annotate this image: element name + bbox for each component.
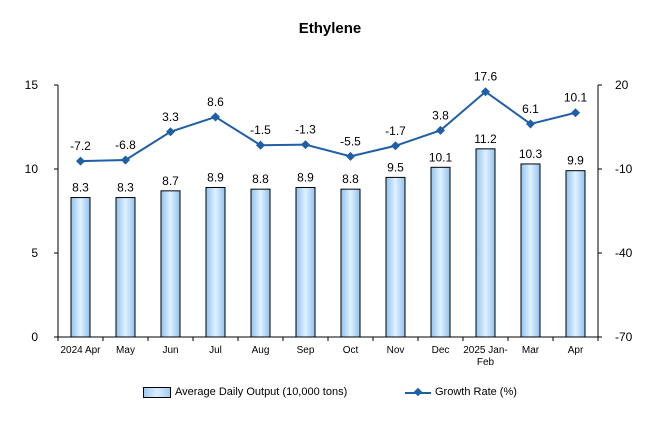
growth-value-label: -6.8 — [115, 138, 136, 152]
bar — [115, 197, 136, 338]
bar — [250, 188, 271, 338]
growth-value-label: -1.5 — [250, 123, 271, 137]
x-tick-label: Apr — [568, 345, 584, 356]
bar — [430, 166, 451, 338]
bar — [160, 190, 181, 338]
growth-value-label: 8.6 — [207, 95, 224, 109]
growth-point — [210, 112, 221, 122]
bar — [565, 170, 586, 338]
bar-value-label: 10.1 — [429, 150, 453, 164]
growth-value-label: -7.2 — [70, 139, 91, 153]
legend-item-line: Growth Rate (%) — [405, 386, 517, 398]
bar-value-label: 8.7 — [162, 174, 179, 188]
bar — [520, 163, 541, 338]
bar — [70, 197, 91, 338]
legend-line-label: Growth Rate (%) — [435, 386, 517, 398]
x-tick-label: Aug — [252, 345, 270, 356]
growth-value-label: 6.1 — [522, 102, 539, 116]
legend-line-swatch — [405, 388, 431, 397]
x-tick-label: May — [116, 345, 135, 356]
x-tick-label: Jul — [209, 345, 222, 356]
y-right-tick-label: -10 — [615, 162, 633, 176]
bar — [205, 186, 226, 338]
growth-value-label: -1.7 — [385, 124, 406, 138]
legend-bar-swatch — [143, 386, 171, 398]
x-tick-label: 2025 Jan-Feb — [463, 345, 507, 368]
bar-value-label: 8.8 — [342, 172, 359, 186]
y-left-tick-label: 15 — [25, 78, 39, 92]
growth-value-label: 3.3 — [162, 110, 179, 124]
bar-value-label: 8.3 — [117, 181, 134, 195]
growth-line — [80, 90, 576, 163]
x-tick-label: Mar — [522, 345, 540, 356]
bar — [385, 176, 406, 338]
bar-value-label: 8.9 — [297, 170, 314, 184]
growth-point — [120, 155, 131, 165]
x-tick-label: Sep — [297, 345, 315, 356]
bar-value-label: 8.3 — [72, 181, 89, 195]
y-right-tick-label: -70 — [615, 330, 633, 344]
x-tick-label: Oct — [343, 345, 359, 356]
y-right-tick-label: 20 — [615, 78, 629, 92]
bar — [340, 188, 361, 338]
legend-bar-label: Average Daily Output (10,000 tons) — [175, 386, 348, 398]
growth-value-label: 3.8 — [432, 108, 449, 122]
y-left-tick-label: 10 — [25, 162, 39, 176]
bar-value-label: 11.2 — [474, 132, 497, 146]
x-tick-label: Nov — [387, 345, 405, 356]
growth-value-label: 17.6 — [474, 70, 498, 84]
bar-value-label: 10.3 — [519, 147, 543, 161]
growth-point — [165, 127, 176, 137]
chart-title: Ethylene — [298, 20, 362, 37]
x-tick-label: Jun — [162, 345, 178, 356]
growth-point — [300, 140, 311, 150]
y-left-tick-label: 0 — [31, 330, 38, 344]
growth-value-label: -1.3 — [295, 123, 316, 137]
legend-item-bar: Average Daily Output (10,000 tons) — [143, 386, 347, 398]
bar — [475, 148, 496, 338]
growth-value-label: 10.1 — [564, 91, 588, 105]
bar-value-label: 8.8 — [252, 172, 269, 186]
growth-point — [345, 151, 356, 161]
growth-value-label: -5.5 — [340, 134, 361, 148]
growth-point — [75, 156, 86, 166]
growth-point — [390, 141, 401, 151]
bar-value-label: 9.5 — [387, 160, 404, 174]
x-tick-label: 2024 Apr — [60, 345, 101, 356]
growth-point — [570, 108, 581, 118]
y-right-tick-label: -40 — [615, 246, 633, 260]
bar-value-label: 8.9 — [207, 170, 224, 184]
bar — [295, 186, 316, 338]
bar-value-label: 9.9 — [567, 154, 584, 168]
y-left-tick-label: 5 — [31, 246, 38, 260]
x-tick-label: Dec — [432, 345, 450, 356]
